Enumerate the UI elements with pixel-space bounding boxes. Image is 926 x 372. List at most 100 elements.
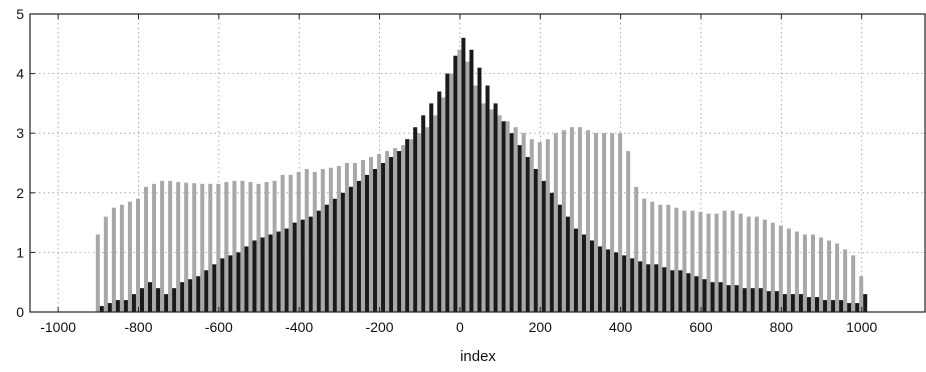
bar-series-2 (549, 192, 554, 312)
bar-series-1 (385, 151, 390, 312)
bar-series-1 (393, 148, 398, 312)
bar-series-1 (449, 73, 454, 312)
bar-series-2 (453, 55, 458, 312)
x-axis-label: index (460, 348, 496, 365)
bar-series-2 (244, 246, 249, 312)
bars (95, 37, 868, 313)
bar-series-1 (425, 127, 430, 313)
bar-series-1 (770, 222, 775, 312)
bar-series-2 (308, 216, 313, 312)
bar-series-1 (312, 171, 317, 312)
bar-series-1 (642, 198, 647, 312)
bar-series-2 (517, 145, 522, 312)
bar-series-2 (622, 255, 627, 312)
bar-series-2 (324, 204, 329, 312)
x-tick-label: 600 (689, 319, 713, 335)
bar-series-2 (638, 261, 643, 312)
bar-series-2 (541, 180, 546, 312)
bar-series-1 (634, 186, 639, 312)
y-tick-label: 3 (16, 125, 24, 141)
bar-series-1 (473, 85, 478, 313)
bar-series-2 (855, 303, 860, 312)
bar-series-1 (714, 213, 719, 312)
bar-series-2 (670, 270, 675, 312)
bar-series-1 (762, 219, 767, 312)
bar-series-2 (718, 282, 723, 312)
bar-series-2 (348, 186, 353, 312)
bar-series-2 (726, 285, 731, 312)
bar-series-1 (465, 61, 470, 313)
bar-series-1 (296, 171, 301, 312)
bar-series-2 (115, 300, 120, 312)
bar-series-2 (156, 288, 161, 312)
bar-series-2 (292, 222, 297, 312)
bar-series-1 (216, 183, 221, 312)
bar-series-1 (369, 157, 374, 312)
bar-series-1 (489, 109, 494, 312)
bar-series-1 (272, 180, 277, 312)
y-tick-label: 1 (16, 244, 24, 260)
bar-series-2 (236, 252, 241, 312)
bar-series-1 (409, 139, 414, 312)
bar-series-2 (276, 231, 281, 312)
bar-series-1 (103, 216, 108, 312)
y-tick-label: 4 (16, 66, 24, 82)
bar-series-1 (577, 127, 582, 313)
y-tick-label: 2 (16, 185, 24, 201)
bar-series-1 (819, 237, 824, 312)
bar-series-1 (513, 127, 518, 313)
bar-series-2 (180, 282, 185, 312)
bar-series-1 (184, 182, 189, 312)
bar-series-2 (839, 300, 844, 312)
bar-series-1 (441, 97, 446, 312)
bar-series-1 (401, 145, 406, 312)
bar-series-1 (706, 213, 711, 312)
bar-series-1 (280, 174, 285, 312)
bar-series-2 (493, 103, 498, 313)
bar-series-2 (373, 168, 378, 312)
bar-series-2 (790, 294, 795, 312)
bar-series-2 (654, 264, 659, 312)
bar-series-2 (847, 303, 852, 312)
bar-series-2 (397, 151, 402, 312)
bar-series-1 (545, 139, 550, 312)
bar-series-1 (682, 210, 687, 312)
bar-series-2 (630, 258, 635, 312)
bar-series-2 (863, 294, 868, 312)
bar-series-1 (722, 210, 727, 312)
bar-series-2 (252, 240, 257, 312)
bar-series-2 (437, 91, 442, 312)
bar-series-1 (746, 216, 751, 312)
x-tick-label: -1000 (40, 319, 76, 335)
y-tick-label: 0 (16, 304, 24, 320)
bar-series-1 (111, 207, 116, 312)
bar-series-2 (525, 157, 530, 312)
bar-series-1 (786, 228, 791, 312)
bar-series-1 (352, 163, 357, 312)
bar-series-1 (730, 210, 735, 312)
bar-series-2 (774, 291, 779, 312)
bar-series-1 (521, 133, 526, 312)
bar-series-2 (734, 285, 739, 312)
bar-series-2 (831, 300, 836, 312)
bar-series-2 (686, 273, 691, 312)
bar-series-2 (389, 157, 394, 312)
bar-series-2 (204, 270, 209, 312)
axes: -1000 -800 -600 -400 -200 0 200 400 600 800 1000 0 1… (16, 6, 926, 335)
bar-series-1 (666, 204, 671, 312)
bar-series-2 (172, 288, 177, 312)
bar-series-2 (606, 249, 611, 312)
bar-series-1 (208, 183, 213, 312)
bar-series-1 (505, 121, 510, 312)
bar-series-1 (569, 127, 574, 313)
bar-series-1 (497, 115, 502, 312)
bar-series-1 (320, 168, 325, 312)
bar-series-2 (284, 228, 289, 312)
bar-series-2 (806, 297, 811, 312)
bar-series-1 (256, 183, 261, 312)
bar-series-2 (445, 73, 450, 312)
bar-series-1 (328, 167, 333, 312)
bar-series-1 (602, 133, 607, 312)
bar-series-1 (264, 182, 269, 312)
